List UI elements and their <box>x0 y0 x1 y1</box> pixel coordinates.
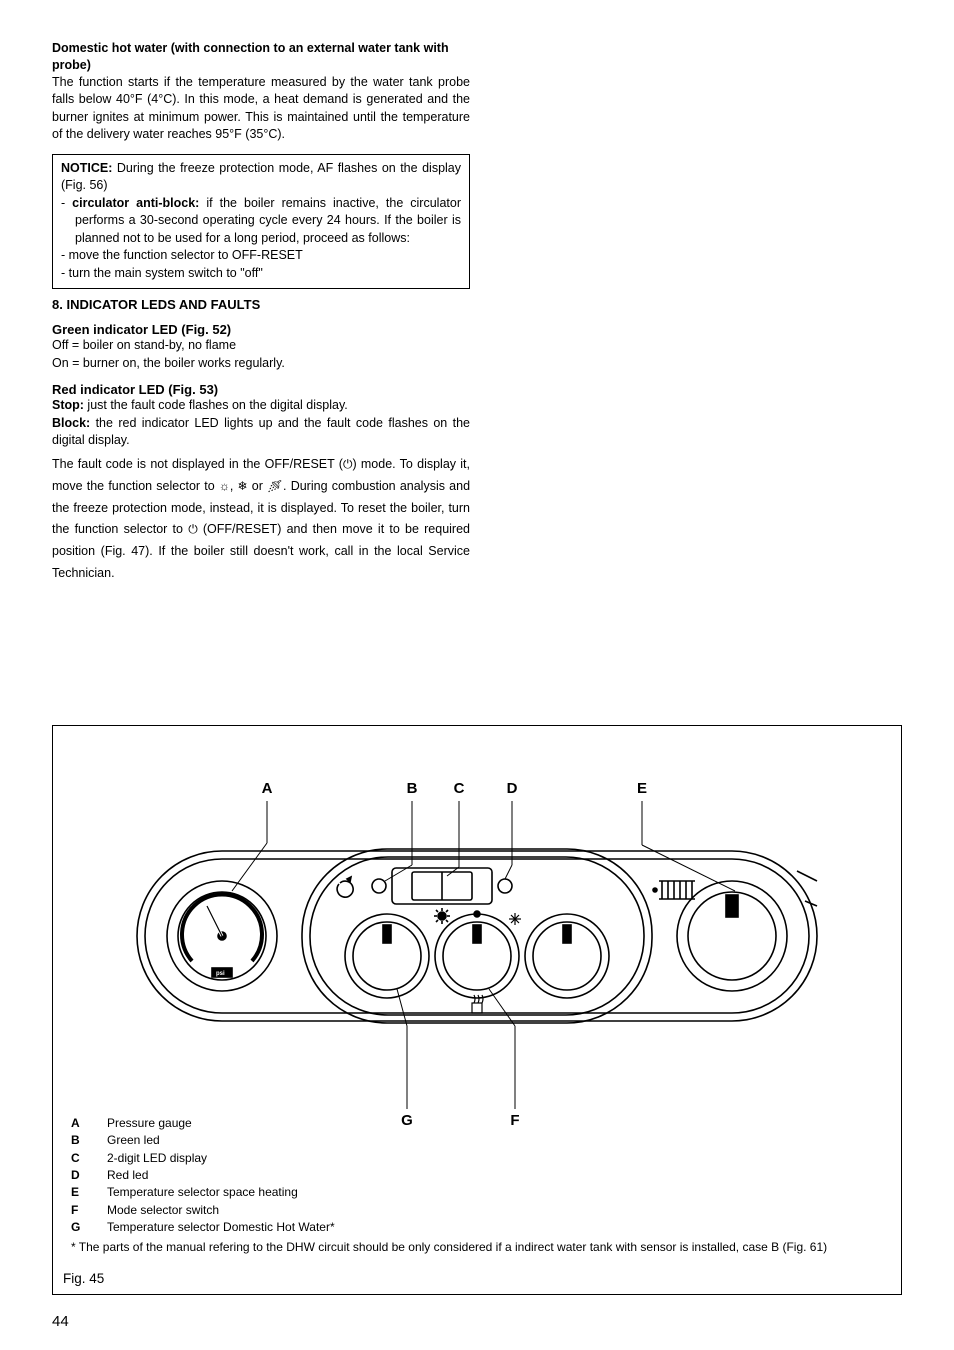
red-led-heading: Red indicator LED (Fig. 53) <box>52 382 470 397</box>
item-text: move the function selector to OFF-RESET <box>69 248 303 262</box>
legend-note: * The parts of the manual refering to th… <box>71 1239 827 1256</box>
list-item: turn the main system switch to "off" <box>61 265 461 283</box>
label-b: B <box>407 780 418 797</box>
figure-45-box: A B C D E G F 40 70 psi APressure gauge … <box>52 725 902 1295</box>
legend-val: Green led <box>107 1132 160 1149</box>
green-led-heading: Green indicator LED (Fig. 52) <box>52 322 470 337</box>
p3a: The fault code is not displayed in the O… <box>52 457 343 471</box>
block-text: the red indicator LED lights up and the … <box>52 416 470 448</box>
legend-val: Temperature selector Domestic Hot Water* <box>107 1219 335 1236</box>
notice-label: NOTICE: <box>61 161 112 175</box>
legend-key: D <box>71 1167 107 1184</box>
sun-icon: ☼ <box>219 479 230 493</box>
notice-lead-text: During the freeze protection mode, AF fl… <box>61 161 461 193</box>
psi-label: psi <box>216 971 225 977</box>
legend-key: B <box>71 1132 107 1149</box>
red-p3: The fault code is not displayed in the O… <box>52 454 470 585</box>
notice-box: NOTICE: During the freeze protection mod… <box>52 154 470 290</box>
legend-val: Red led <box>107 1167 148 1184</box>
stop-text: just the fault code flashes on the digit… <box>84 398 348 412</box>
section-8-title: 8. INDICATOR LEDS AND FAULTS <box>52 297 470 312</box>
legend-key: G <box>71 1219 107 1236</box>
gauge-40: 40 <box>197 916 205 923</box>
legend-key: F <box>71 1202 107 1219</box>
legend-row: C2-digit LED display <box>71 1150 827 1167</box>
tap-icon: 🚿︎ <box>267 479 283 493</box>
legend-key: E <box>71 1184 107 1201</box>
label-d: D <box>507 780 518 797</box>
label-a: A <box>262 780 273 797</box>
page-number: 44 <box>52 1313 69 1330</box>
notice-lead: NOTICE: During the freeze protection mod… <box>61 160 461 195</box>
green-l1: Off = boiler on stand-by, no flame <box>52 337 470 355</box>
dhw-heading: Domestic hot water (with connection to a… <box>52 40 470 74</box>
legend-key: C <box>71 1150 107 1167</box>
item-bold: circulator anti-block: <box>72 196 199 210</box>
dhw-body: The function starts if the temperature m… <box>52 74 470 144</box>
legend-row: GTemperature selector Domestic Hot Water… <box>71 1219 827 1236</box>
comma: , <box>230 479 238 493</box>
red-p2: Block: the red indicator LED lights up a… <box>52 415 470 450</box>
red-p1: Stop: just the fault code flashes on the… <box>52 397 470 415</box>
legend-key: A <box>71 1115 107 1132</box>
legend-val: Pressure gauge <box>107 1115 192 1132</box>
legend-row: DRed led <box>71 1167 827 1184</box>
legend-val: 2-digit LED display <box>107 1150 207 1167</box>
legend-row: ETemperature selector space heating <box>71 1184 827 1201</box>
label-e: E <box>637 780 647 797</box>
figure-legend: APressure gauge BGreen led C2-digit LED … <box>71 1115 827 1256</box>
legend-row: FMode selector switch <box>71 1202 827 1219</box>
legend-row: APressure gauge <box>71 1115 827 1132</box>
gauge-70: 70 <box>237 916 245 923</box>
or: or <box>248 479 268 493</box>
list-item: move the function selector to OFF-RESET <box>61 247 461 265</box>
power-icon: ⏻ <box>188 522 198 536</box>
block-label: Block: <box>52 416 90 430</box>
green-l2: On = burner on, the boiler works regular… <box>52 355 470 373</box>
text-column: Domestic hot water (with connection to a… <box>52 40 470 585</box>
label-c: C <box>454 780 465 797</box>
control-panel-diagram: A B C D E G F 40 70 psi <box>117 771 837 1131</box>
legend-val: Temperature selector space heating <box>107 1184 298 1201</box>
list-item: circulator anti-block: if the boiler rem… <box>61 195 461 248</box>
legend-row: BGreen led <box>71 1132 827 1149</box>
figure-caption: Fig. 45 <box>63 1271 104 1286</box>
notice-list: circulator anti-block: if the boiler rem… <box>61 195 461 283</box>
stop-label: Stop: <box>52 398 84 412</box>
snowflake-icon: ❄ <box>238 479 248 493</box>
item-text: turn the main system switch to "off" <box>69 266 263 280</box>
legend-val: Mode selector switch <box>107 1202 219 1219</box>
